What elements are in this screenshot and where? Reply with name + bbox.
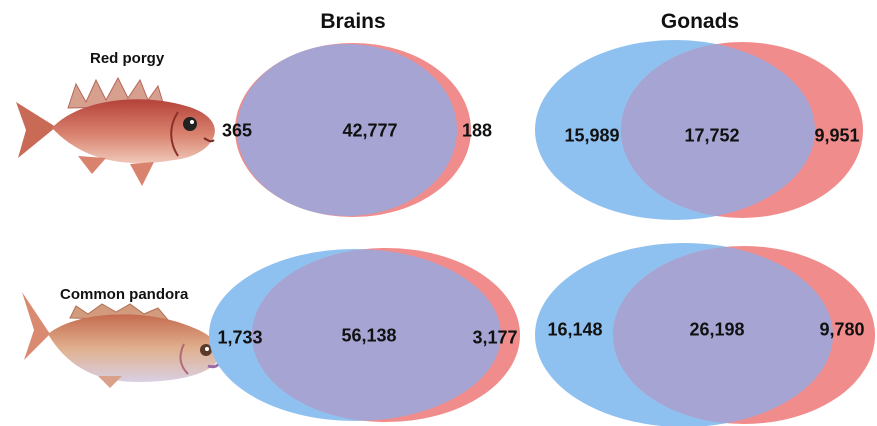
count-common-pandora-gonads-left: 16,148 — [547, 319, 603, 340]
count-common-pandora-brains-right: 3,177 — [472, 327, 518, 348]
species-label-common-pandora: Common pandora — [60, 286, 189, 303]
venn-red-porgy-brains — [235, 43, 471, 217]
count-red-porgy-gonads-shared: 17,752 — [684, 125, 740, 146]
count-common-pandora-brains-left: 1,733 — [217, 327, 263, 348]
count-red-porgy-brains-right: 188 — [461, 120, 493, 141]
count-common-pandora-gonads-right: 9,780 — [819, 319, 865, 340]
set-overlap-region — [252, 249, 501, 421]
count-red-porgy-gonads-left: 15,989 — [564, 125, 620, 146]
count-red-porgy-brains-left: 365 — [221, 120, 253, 141]
column-title-gonads: Gonads — [660, 10, 740, 33]
count-red-porgy-brains-shared: 42,777 — [342, 120, 398, 141]
red-porgy-fish-icon — [16, 76, 215, 186]
set-overlap-region — [237, 44, 457, 216]
common-pandora-fish-icon — [22, 292, 222, 388]
count-common-pandora-gonads-shared: 26,198 — [689, 319, 745, 340]
venn-common-pandora-brains — [209, 248, 520, 422]
venn-red-porgy-gonads — [535, 40, 863, 220]
count-common-pandora-brains-shared: 56,138 — [341, 325, 397, 346]
set-overlap-region — [621, 42, 815, 218]
species-label-red-porgy: Red porgy — [90, 50, 165, 67]
column-title-brains: Brains — [320, 10, 386, 33]
venn-common-pandora-gonads — [535, 243, 875, 426]
set-overlap-region — [613, 246, 833, 424]
count-red-porgy-gonads-right: 9,951 — [814, 125, 860, 146]
